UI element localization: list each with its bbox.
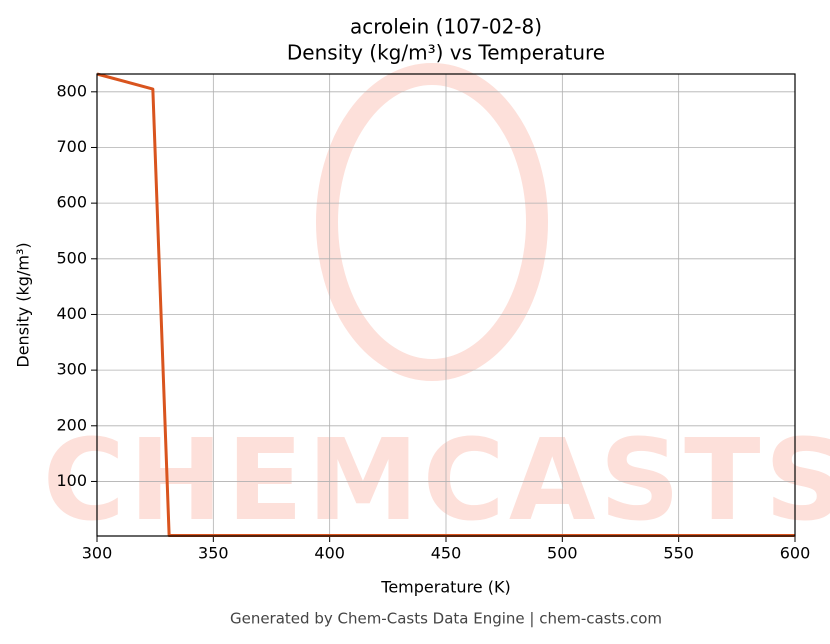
x-axis-label: Temperature (K) <box>380 578 510 597</box>
plot-frame <box>96 73 796 537</box>
y-tick-label: 700 <box>56 137 87 156</box>
footer: Generated by Chem-Casts Data Engine | ch… <box>230 610 662 628</box>
chart-title: acrolein (107-02-8) <box>350 15 542 39</box>
x-tick-label: 400 <box>314 544 345 563</box>
y-tick-label: 400 <box>56 304 87 323</box>
x-tick-label: 550 <box>663 544 694 563</box>
x-tick-label: 350 <box>198 544 229 563</box>
y-tick-label: 800 <box>56 81 87 100</box>
y-tick-label: 100 <box>56 471 87 490</box>
chart-subtitle: Density (kg/m³) vs Temperature <box>287 41 605 65</box>
x-tick-label: 300 <box>82 544 113 563</box>
y-tick-label: 500 <box>56 248 87 267</box>
y-axis-label: Density (kg/m³) <box>14 242 33 367</box>
x-tick-label: 500 <box>547 544 578 563</box>
y-tick-label: 200 <box>56 415 87 434</box>
y-tick-label: 300 <box>56 360 87 379</box>
y-tick-label: 600 <box>56 193 87 212</box>
watermark-ring <box>316 63 548 381</box>
x-tick-label: 600 <box>780 544 811 563</box>
watermark-text: CHEMCASTS <box>43 416 830 546</box>
x-tick-label: 450 <box>431 544 462 563</box>
